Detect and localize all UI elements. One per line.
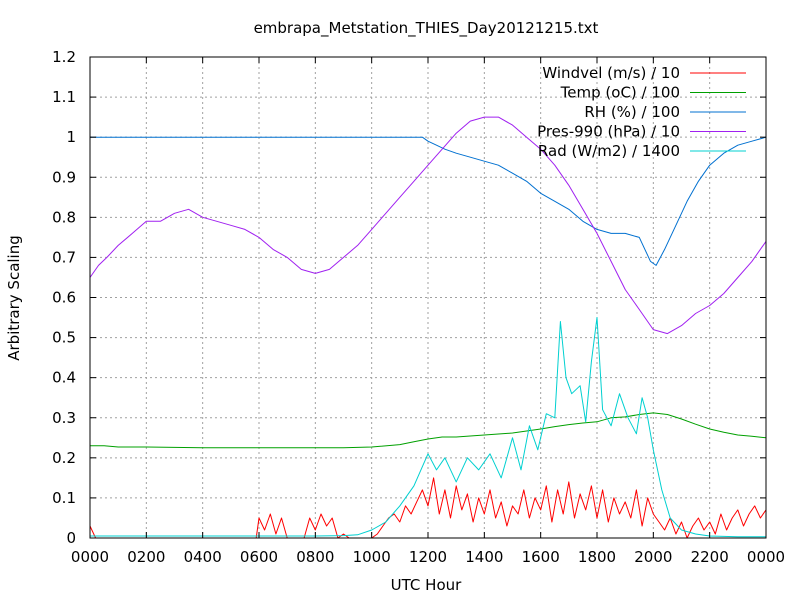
- y-tick-label: 0.4: [52, 369, 76, 387]
- y-tick-label: 0.3: [52, 409, 76, 427]
- y-tick-label: 0.5: [52, 329, 76, 347]
- legend-label: Rad (W/m2) / 1400: [538, 142, 680, 160]
- x-tick-label: 2200: [691, 548, 729, 566]
- y-tick-label: 1: [66, 128, 76, 146]
- series-line-temp-oc-100: [90, 412, 767, 449]
- x-axis-title: UTC Hour: [391, 576, 462, 594]
- x-tick-label: 0600: [240, 548, 278, 566]
- legend-label: Windvel (m/s) / 10: [542, 64, 680, 82]
- series-line-rh-100: [90, 136, 767, 266]
- x-tick-label: 0000: [747, 548, 785, 566]
- x-tick-label: 2000: [634, 548, 672, 566]
- x-tick-label: 0200: [127, 548, 165, 566]
- x-tick-label: 0000: [71, 548, 109, 566]
- y-tick-label: 0.2: [52, 449, 76, 467]
- y-tick-label: 0.8: [52, 208, 76, 226]
- y-tick-label: 1.1: [52, 88, 76, 106]
- y-tick-label: 1.2: [52, 48, 76, 66]
- y-tick-label: 0.6: [52, 289, 76, 307]
- x-tick-label: 1200: [409, 548, 447, 566]
- x-tick-label: 0400: [184, 548, 222, 566]
- legend-label: Temp (oC) / 100: [560, 84, 680, 102]
- legend-label: RH (%) / 100: [584, 103, 680, 121]
- x-tick-label: 1000: [353, 548, 391, 566]
- ticks-layer: 0 0.1 0.2 0.3 0.4 0.5 0.6 0.7 0.8 0.9 1 1.1 1.2 0000 0…: [52, 48, 785, 566]
- chart-title: embrapa_Metstation_THIES_Day20121215.txt: [254, 19, 599, 38]
- y-tick-label: 0.9: [52, 168, 76, 186]
- x-tick-label: 1400: [465, 548, 503, 566]
- series-line-rad-w-m2-1400: [90, 317, 766, 538]
- x-tick-label: 1600: [522, 548, 560, 566]
- x-tick-label: 0800: [296, 548, 334, 566]
- legend-label: Pres-990 (hPa) / 10: [537, 123, 680, 141]
- y-tick-label: 0.7: [52, 248, 76, 266]
- y-tick-label: 0: [66, 529, 76, 547]
- x-tick-label: 1800: [578, 548, 616, 566]
- y-tick-label: 0.1: [52, 489, 76, 507]
- series-line-pres-990-hpa-10: [89, 116, 767, 335]
- y-axis-title: Arbitrary Scaling: [5, 235, 23, 361]
